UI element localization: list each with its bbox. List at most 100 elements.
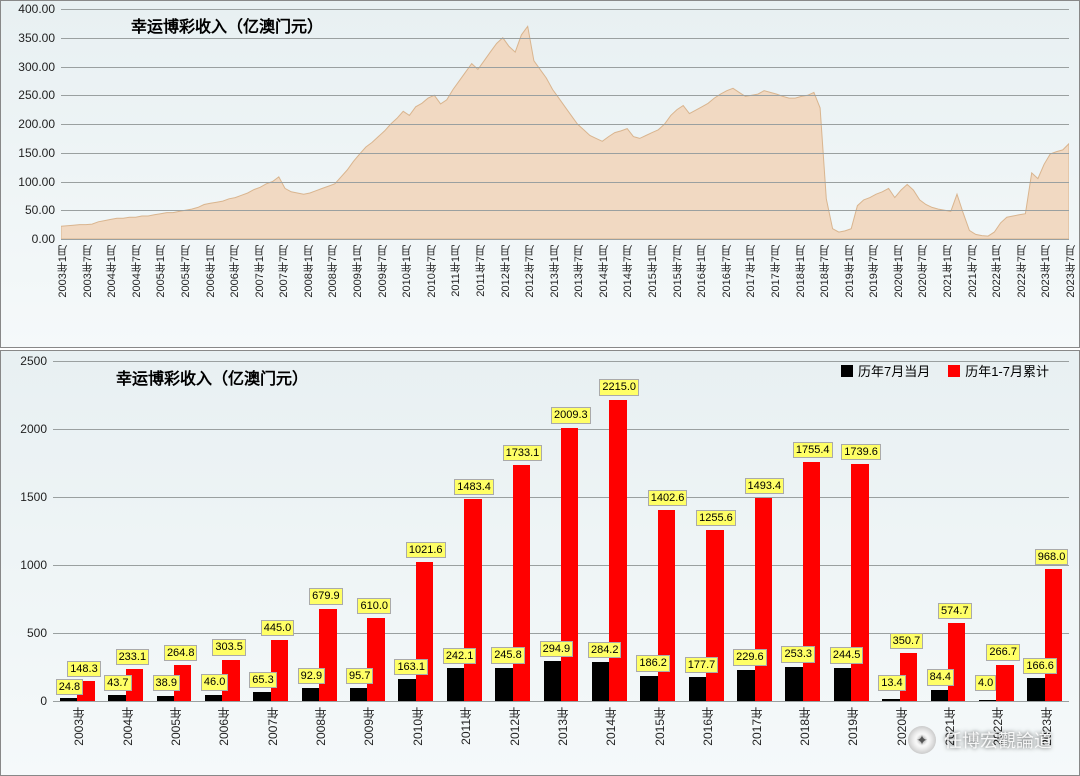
bar-month [60, 698, 77, 701]
bar-month [640, 676, 657, 701]
bar-month [108, 695, 125, 701]
bar-month [205, 695, 222, 701]
data-label-cum: 1755.4 [793, 442, 833, 458]
x-tick-label: 2021年7月 [965, 245, 981, 298]
data-label-month: 166.6 [1023, 658, 1057, 674]
data-label-cum: 2215.0 [599, 379, 639, 395]
watermark: ✦ 任博宏觀論道 [908, 726, 1052, 754]
x-tick-label: 2014年7月 [620, 245, 636, 298]
data-label-month: 95.7 [346, 668, 373, 684]
x-tick-label: 2009年7月 [375, 245, 391, 298]
data-label-cum: 1402.6 [648, 490, 688, 506]
x-tick-label: 2010年7月 [424, 245, 440, 298]
bar-month [689, 677, 706, 701]
data-label-month: 163.1 [394, 659, 428, 675]
y-tick-label: 250.00 [18, 88, 55, 102]
x-tick-label: 2013年7月 [571, 245, 587, 298]
x-tick-label: 2008年1月 [301, 245, 317, 298]
x-tick-label: 2005年7月 [178, 245, 194, 298]
x-tick-label: 2023年7月 [1063, 245, 1079, 298]
data-label-month: 284.2 [588, 642, 622, 658]
gridline [61, 67, 1069, 68]
x-tick-label: 2007年 [264, 707, 281, 746]
x-tick-label: 2006年 [215, 707, 232, 746]
bar-cum [996, 665, 1013, 701]
data-label-cum: 574.7 [938, 603, 972, 619]
data-label-cum: 1021.6 [406, 542, 446, 558]
x-tick-label: 2022年7月 [1014, 245, 1030, 298]
x-tick-label: 2005年1月 [153, 245, 169, 298]
data-label-cum: 610.0 [357, 598, 391, 614]
x-tick-label: 2017年1月 [743, 245, 759, 298]
bar-cum [367, 618, 384, 701]
data-label-cum: 1483.4 [454, 479, 494, 495]
x-tick-label: 2012年1月 [498, 245, 514, 298]
data-label-month: 24.8 [56, 679, 83, 695]
x-tick-label: 2006年1月 [203, 245, 219, 298]
bar-month [302, 688, 319, 701]
y-tick-label: 0.00 [32, 232, 55, 246]
gridline [61, 95, 1069, 96]
data-label-cum: 233.1 [116, 649, 150, 665]
x-tick-label: 2007年7月 [276, 245, 292, 298]
data-label-month: 244.5 [830, 647, 864, 663]
bar-cum [271, 640, 288, 701]
x-tick-label: 2018年 [796, 707, 813, 746]
x-tick-label: 2017年 [748, 707, 765, 746]
x-tick-label: 2009年1月 [350, 245, 366, 298]
x-tick-label: 2022年1月 [989, 245, 1005, 298]
gridline [53, 361, 1069, 362]
data-label-month: 84.4 [927, 669, 954, 685]
bar-cum [706, 530, 723, 701]
data-label-month: 65.3 [249, 672, 276, 688]
data-label-cum: 968.0 [1035, 549, 1069, 565]
x-tick-label: 2008年 [312, 707, 329, 746]
bar-cum [464, 499, 481, 701]
x-tick-label: 2020年1月 [891, 245, 907, 298]
bar-cum [561, 428, 578, 701]
x-tick-label: 2010年1月 [399, 245, 415, 298]
x-tick-label: 2012年 [506, 707, 523, 746]
data-label-cum: 303.5 [212, 639, 246, 655]
gridline [61, 239, 1069, 240]
x-tick-label: 2013年1月 [547, 245, 563, 298]
x-tick-label: 2023年1月 [1038, 245, 1054, 298]
bar-month [1027, 678, 1044, 701]
y-tick-label: 100.00 [18, 175, 55, 189]
data-label-cum: 266.7 [986, 644, 1020, 660]
bar-cum [803, 462, 820, 701]
bar-month [737, 670, 754, 701]
x-tick-label: 2009年 [360, 707, 377, 746]
bar-month [592, 662, 609, 701]
data-label-month: 242.1 [443, 648, 477, 664]
bar-month [157, 696, 174, 701]
bar-cum [319, 609, 336, 701]
bar-month [350, 688, 367, 701]
bar-month [931, 690, 948, 701]
y-tick-label: 50.00 [25, 203, 55, 217]
x-tick-label: 2005年 [167, 707, 184, 746]
x-tick-label: 2016年1月 [694, 245, 710, 298]
x-tick-label: 2013年 [554, 707, 571, 746]
data-label-cum: 2009.3 [551, 407, 591, 423]
bar-month [882, 699, 899, 701]
bar-month [979, 700, 996, 701]
data-label-month: 253.3 [781, 646, 815, 662]
x-tick-label: 2004年1月 [104, 245, 120, 298]
data-label-month: 92.9 [298, 668, 325, 684]
data-label-cum: 679.9 [309, 588, 343, 604]
y-tick-label: 1000 [20, 558, 47, 572]
x-tick-label: 2010年 [409, 707, 426, 746]
x-tick-label: 2014年1月 [596, 245, 612, 298]
y-tick-label: 1500 [20, 490, 47, 504]
yearly-bar-chart: 幸运博彩收入（亿澳门元） 历年7月当月 历年1-7月累计 05001000150… [0, 350, 1080, 776]
data-label-month: 245.8 [491, 647, 525, 663]
x-tick-label: 2015年7月 [670, 245, 686, 298]
data-label-cum: 350.7 [890, 633, 924, 649]
data-label-month: 43.7 [104, 675, 131, 691]
x-tick-label: 2004年7月 [129, 245, 145, 298]
x-tick-label: 2019年7月 [866, 245, 882, 298]
data-label-cum: 1255.6 [696, 510, 736, 526]
x-tick-label: 2015年1月 [645, 245, 661, 298]
data-label-cum: 445.0 [261, 620, 295, 636]
